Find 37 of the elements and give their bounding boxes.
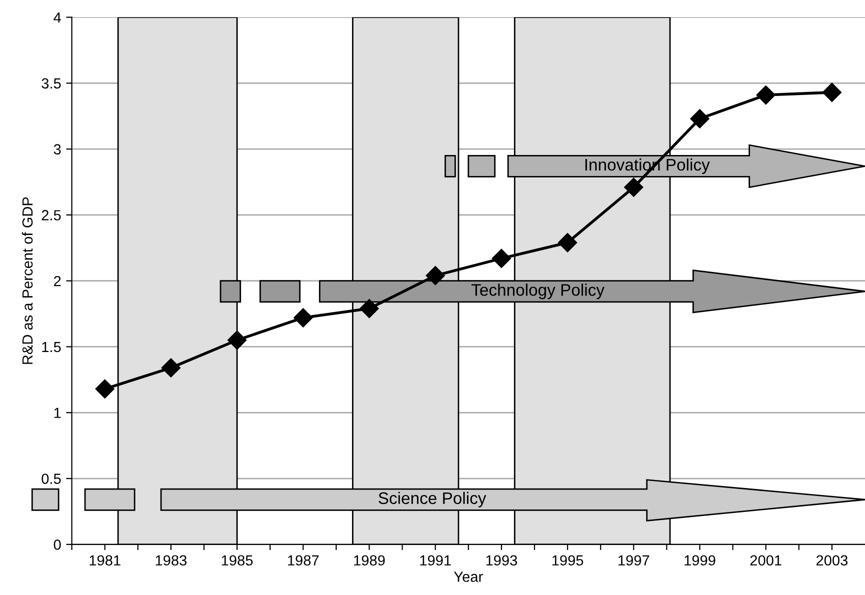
point (624, 178, 644, 197)
x-tick-label: 1987 (288, 555, 319, 566)
y-tick-label: 4 (54, 12, 61, 23)
point (228, 330, 247, 350)
annotation: Science Policy (378, 492, 486, 508)
point (95, 379, 114, 398)
x-tick-label: 1985 (222, 555, 253, 566)
point (558, 233, 578, 252)
y-tick-label: 0 (54, 540, 61, 550)
point (360, 298, 379, 318)
y-tick-label: 2 (54, 276, 61, 286)
x-tick-label: 1983 (156, 555, 187, 566)
x-tick-label: 1981 (90, 555, 120, 566)
x-tick-label: 1991 (420, 555, 451, 566)
x-axis-title: Year (454, 572, 483, 582)
x-tick-label: 2001 (750, 555, 782, 566)
annotation: Technology Policy (471, 284, 604, 300)
y-tick-label: 3 (54, 144, 61, 154)
x-tick-label: 1997 (618, 555, 650, 566)
x-tick-label: 2003 (816, 555, 848, 566)
point (161, 358, 180, 378)
y-tick-label: 0.5 (42, 474, 61, 484)
x-tick-label: 1989 (354, 555, 385, 566)
y-axis-title: R&D as a Percent of GDP (22, 197, 33, 364)
x-tick-label: 1993 (486, 555, 518, 566)
x-tick-label: 1999 (684, 555, 716, 566)
x-tick-label: 1995 (552, 555, 584, 566)
point (426, 266, 445, 286)
point (492, 248, 511, 268)
point (690, 109, 710, 128)
y-tick-label: 1 (54, 408, 61, 418)
point (294, 308, 313, 328)
y-tick-label: 3.5 (42, 78, 61, 89)
point (822, 82, 842, 102)
point (756, 85, 776, 105)
y-tick-label: 2.5 (42, 210, 61, 220)
y-tick-label: 1.5 (42, 342, 61, 352)
